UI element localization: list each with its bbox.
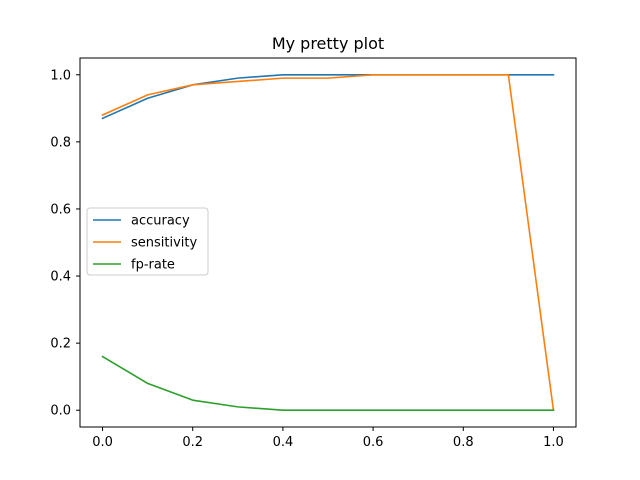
x-tick-label: 1.0: [543, 435, 564, 450]
x-axis: 0.0 0.2 0.4 0.6 0.8 1.0: [92, 427, 564, 450]
series-line-fp-rate: [101, 355, 555, 412]
y-tick-label: 0.6: [50, 202, 71, 217]
series-group: [101, 73, 555, 412]
x-tick-label: 0.0: [92, 435, 113, 450]
legend-label-fp-rate: fp-rate: [131, 258, 175, 273]
legend: accuracy sensitivity fp-rate: [86, 207, 209, 276]
series-line-sensitivity: [101, 73, 555, 412]
y-tick-label: 1.0: [50, 68, 71, 83]
x-tick-label: 0.8: [453, 435, 474, 450]
chart-title: My pretty plot: [272, 34, 384, 53]
y-tick-label: 0.2: [50, 337, 71, 352]
legend-box: [86, 207, 209, 276]
x-tick-label: 0.2: [182, 435, 203, 450]
y-tick-label: 0.8: [50, 135, 71, 150]
axes-frame: [79, 57, 577, 428]
y-tick-label: 0.4: [50, 270, 71, 285]
plot-area: [79, 57, 577, 428]
legend-label-sensitivity: sensitivity: [131, 236, 198, 251]
y-tick-label: 0.0: [50, 404, 71, 419]
x-tick-label: 0.4: [273, 435, 294, 450]
x-tick-label: 0.6: [363, 435, 384, 450]
y-axis: 0.0 0.2 0.4 0.6 0.8 1.0: [50, 68, 80, 419]
legend-label-accuracy: accuracy: [131, 214, 190, 229]
